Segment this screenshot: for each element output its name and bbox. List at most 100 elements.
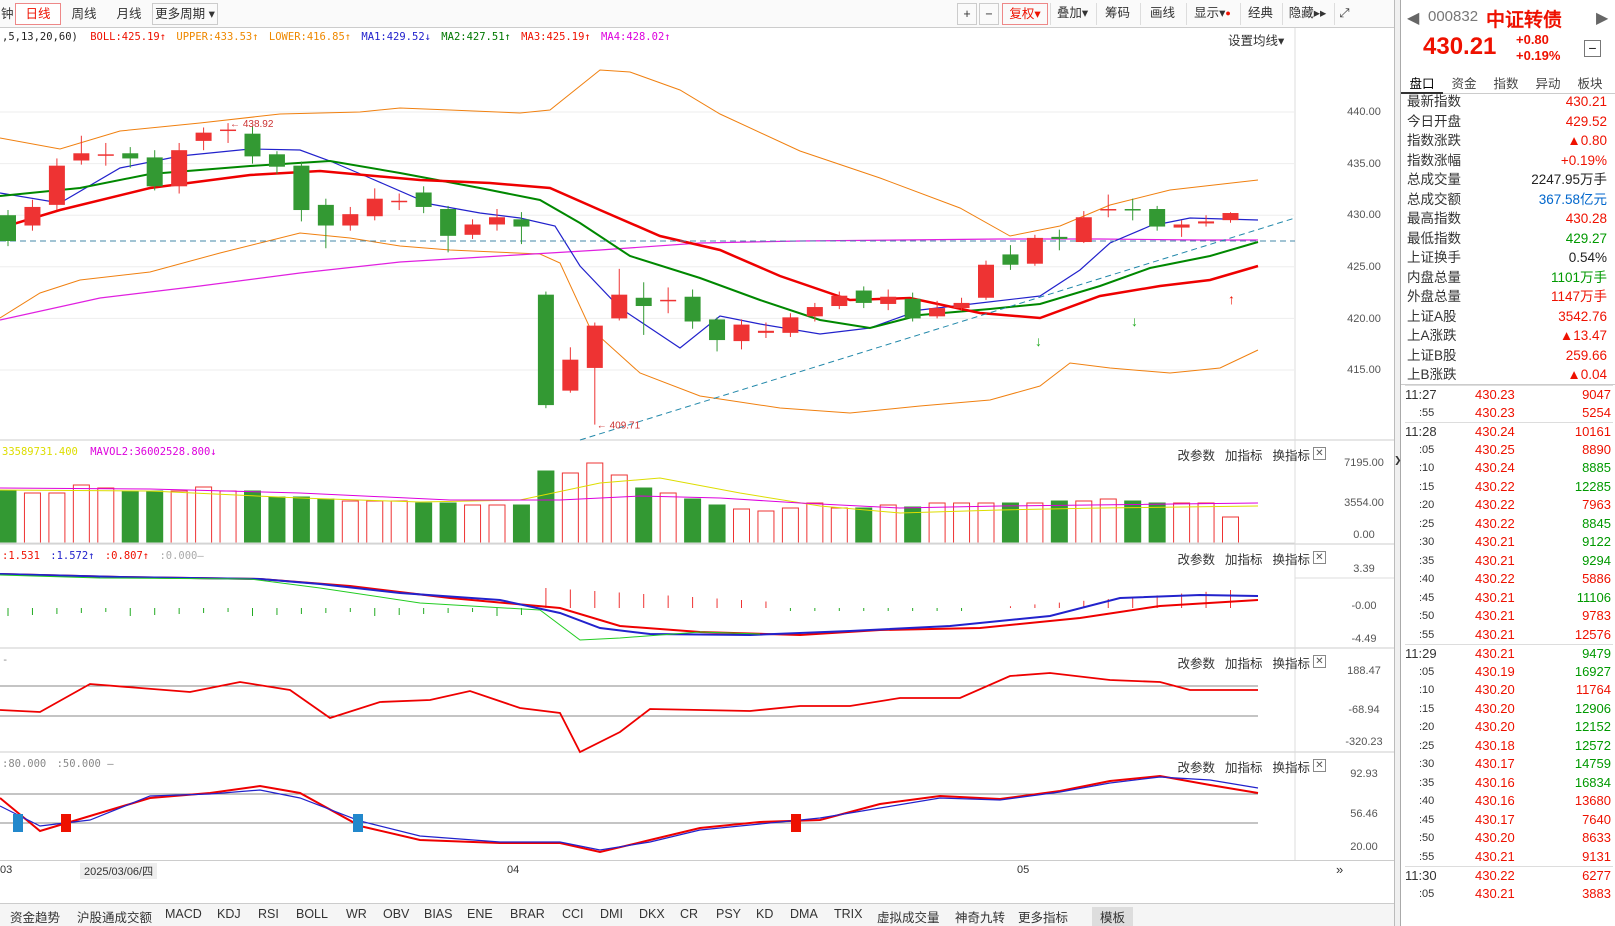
tick-volume: 11764 (1575, 682, 1611, 697)
overlay-button[interactable]: 叠加▾ (1050, 3, 1094, 25)
tab-minute[interactable]: 钟 (1, 7, 14, 21)
indicator-tab[interactable]: WR (346, 907, 367, 921)
tab-daily[interactable]: 日线 (15, 3, 61, 25)
volume-bar (464, 504, 482, 544)
tick-time: :35 (1419, 776, 1435, 789)
volume-bar (659, 492, 677, 544)
indicator-tab[interactable]: DMI (600, 907, 623, 921)
indicator-tab[interactable]: ENE (467, 907, 493, 921)
switch-indicator-button[interactable]: 换指标 (1272, 449, 1310, 463)
zoom-in-button[interactable]: + (957, 3, 977, 25)
indicator-tab[interactable]: 模板 (1092, 907, 1134, 926)
splitter-handle[interactable] (1394, 0, 1400, 926)
indicator-tab[interactable]: RSI (258, 907, 279, 921)
zoom-out-button[interactable]: − (979, 3, 999, 25)
tick-time: :05 (1419, 443, 1435, 456)
indicator-tab[interactable]: MACD (165, 907, 202, 921)
stat-label: 上证A股 (1407, 308, 1457, 324)
indicator-tab[interactable]: 更多指标 (1018, 911, 1069, 925)
fuquan-button[interactable]: 复权▾ (1002, 3, 1048, 25)
hide-button[interactable]: 隐藏▸▸ (1282, 3, 1332, 25)
hide-label: 隐藏 (1288, 6, 1314, 20)
tick-volume: 16927 (1574, 663, 1611, 679)
indicator-tab[interactable]: OBV (383, 907, 410, 921)
indicator-tab[interactable]: BOLL (296, 907, 328, 921)
indicator-tab[interactable]: DMA (790, 907, 818, 921)
expand-icon[interactable]: ⤢ (1334, 3, 1354, 25)
switch-indicator-button[interactable]: 换指标 (1272, 657, 1310, 671)
splitter-arrow-icon[interactable]: ❯ (1394, 455, 1402, 465)
scroll-right-icon[interactable]: » (1336, 862, 1344, 877)
tab-sector[interactable]: 板块 (1577, 77, 1603, 91)
ind4-tick: 56.46 (1350, 808, 1378, 820)
tick-row: :05 430.19 16927 (1405, 663, 1613, 682)
volume-bar (195, 486, 213, 544)
more-periods-label: 更多周期 (155, 7, 206, 21)
add-indicator-button[interactable]: 加指标 (1224, 761, 1263, 775)
tab-more-periods[interactable]: 更多周期 ▾ (152, 3, 218, 25)
tick-volume: 16834 (1574, 774, 1611, 790)
indicator-tab[interactable]: BIAS (424, 907, 453, 921)
back-arrow-icon[interactable]: ◀ (1407, 10, 1420, 27)
classic-button[interactable]: 经典 (1240, 3, 1280, 25)
close-icon[interactable]: ✕ (1313, 759, 1326, 772)
indicator-tab[interactable]: 沪股通成交额 (77, 911, 153, 925)
candle-body (195, 132, 212, 141)
tab-abnormal[interactable]: 异动 (1535, 77, 1561, 91)
tick-volume: 10161 (1574, 424, 1611, 439)
draw-line-button[interactable]: 画线 (1140, 3, 1184, 25)
tick-time: :45 (1419, 813, 1435, 826)
tab-pankou[interactable]: 盘口 (1401, 73, 1443, 94)
candle-body (293, 165, 310, 211)
indicator-tab[interactable]: 虚拟成交量 (877, 911, 940, 925)
tab-index[interactable]: 指数 (1493, 77, 1519, 91)
edit-params-button[interactable]: 改参数 (1177, 553, 1215, 567)
forward-arrow-icon[interactable]: ▶ (1596, 10, 1609, 27)
stat-label: 指数涨跌 (1407, 133, 1461, 148)
tab-funds[interactable]: 资金 (1451, 77, 1477, 91)
edit-params-button[interactable]: 改参数 (1177, 657, 1215, 671)
candle-body (415, 192, 432, 207)
indicator-tab[interactable]: 神奇九转 (955, 911, 1006, 925)
tab-weekly[interactable]: 周线 (71, 7, 97, 21)
add-indicator-button[interactable]: 加指标 (1224, 553, 1263, 567)
indicator-tab[interactable]: TRIX (834, 907, 863, 921)
switch-indicator-button[interactable]: 换指标 (1272, 761, 1310, 775)
ma-settings-button[interactable]: 设置均线▾ (1228, 30, 1284, 49)
chip-button[interactable]: 筹码 (1096, 3, 1138, 25)
add-indicator-button[interactable]: 加指标 (1224, 449, 1263, 463)
candle-body (757, 330, 774, 333)
tick-price: 430.20 (1475, 700, 1515, 716)
edit-params-button[interactable]: 改参数 (1177, 761, 1215, 775)
indicator-tab[interactable]: PSY (716, 907, 742, 921)
candle-body (220, 129, 237, 132)
ma-settings-label: 设置均线 (1228, 34, 1279, 48)
price-tick: 430.00 (1347, 209, 1381, 221)
indicator-tab[interactable]: KD (756, 907, 774, 921)
stat-row: 外盘总量 1147万手 (1407, 287, 1607, 306)
display-button[interactable]: 显示▾● (1186, 3, 1238, 25)
close-icon[interactable]: ✕ (1313, 551, 1326, 564)
tick-volume: 9783 (1582, 608, 1611, 623)
tick-volume: 9122 (1582, 534, 1611, 549)
close-icon[interactable]: ✕ (1313, 655, 1326, 668)
add-indicator-button[interactable]: 加指标 (1224, 657, 1263, 671)
stat-value: ▲0.04 (1567, 367, 1607, 382)
candle-body (733, 324, 750, 342)
tick-time: :15 (1419, 480, 1435, 493)
trend-dashed-line (579, 217, 1296, 441)
collapse-button[interactable]: − (1584, 40, 1601, 57)
chart-area[interactable]: ,5,13,20,60) BOLL:425.19↑ UPPER:433.53↑ … (0, 28, 1394, 908)
edit-params-button[interactable]: 改参数 (1177, 449, 1215, 463)
indicator-tab[interactable]: CR (680, 907, 699, 921)
tab-monthly[interactable]: 月线 (116, 7, 142, 21)
switch-indicator-button[interactable]: 换指标 (1272, 553, 1310, 567)
indicator-tab[interactable]: BRAR (510, 907, 545, 921)
close-icon[interactable]: ✕ (1313, 447, 1326, 460)
price-tick: 415.00 (1347, 364, 1381, 376)
indicator-tab[interactable]: DKX (639, 907, 665, 921)
candle-body (537, 294, 554, 406)
indicator-tab[interactable]: 资金趋势 (10, 911, 61, 925)
indicator-tab[interactable]: CCI (562, 907, 584, 921)
indicator-tab[interactable]: KDJ (217, 907, 241, 921)
